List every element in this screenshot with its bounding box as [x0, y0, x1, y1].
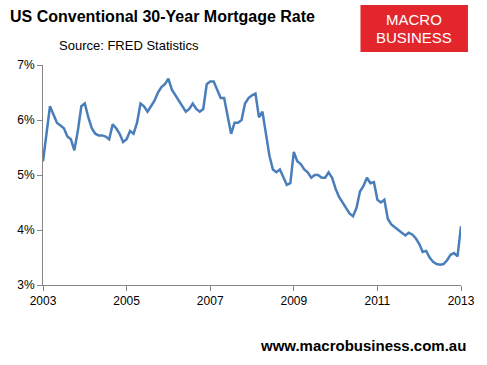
svg-text:2013: 2013	[448, 294, 475, 308]
svg-text:2011: 2011	[364, 294, 390, 308]
svg-text:2007: 2007	[197, 294, 224, 308]
svg-text:6%: 6%	[17, 113, 35, 127]
svg-text:2009: 2009	[280, 294, 307, 308]
svg-text:BUSINESS: BUSINESS	[376, 29, 452, 46]
svg-text:www.macrobusiness.com.au: www.macrobusiness.com.au	[260, 337, 466, 354]
svg-text:7%: 7%	[17, 58, 35, 72]
svg-text:2005: 2005	[113, 294, 140, 308]
svg-text:Source: FRED Statistics: Source: FRED Statistics	[59, 38, 199, 53]
svg-text:2003: 2003	[30, 294, 57, 308]
svg-text:3%: 3%	[17, 278, 35, 292]
svg-text:4%: 4%	[17, 223, 35, 237]
svg-text:MACRO: MACRO	[386, 11, 442, 28]
svg-text:5%: 5%	[17, 168, 35, 182]
svg-text:US Conventional 30-Year Mortga: US Conventional 30-Year Mortgage Rate	[10, 8, 315, 25]
